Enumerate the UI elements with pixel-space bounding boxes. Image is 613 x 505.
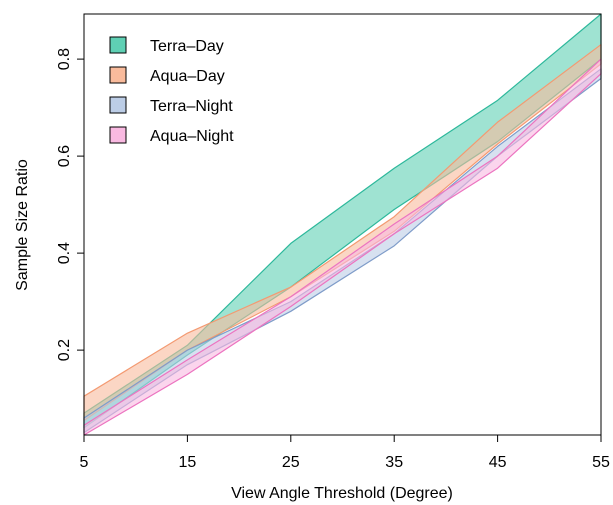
- legend-label: Aqua–Night: [150, 128, 234, 145]
- y-tick-label: 0.4: [56, 242, 73, 264]
- legend-swatch: [109, 96, 127, 114]
- x-tick-label: 5: [80, 454, 89, 471]
- y-axis-title: Sample Size Ratio: [14, 159, 31, 291]
- x-tick-label: 15: [179, 454, 197, 471]
- y-tick-label: 0.2: [56, 339, 73, 361]
- legend-swatch: [109, 36, 127, 54]
- y-tick-label: 0.8: [56, 48, 73, 70]
- legend-label: Aqua–Day: [150, 68, 225, 85]
- legend-swatch: [109, 126, 127, 144]
- x-axis-title: View Angle Threshold (Degree): [231, 485, 453, 502]
- legend-label: Terra–Night: [150, 98, 233, 115]
- legend-label: Terra–Day: [150, 38, 224, 55]
- plot-frame: [83, 13, 602, 436]
- x-tick-label: 45: [489, 454, 507, 471]
- x-tick-label: 35: [385, 454, 403, 471]
- x-tick-label: 25: [282, 454, 300, 471]
- y-tick-label: 0.6: [56, 145, 73, 167]
- legend-swatch: [109, 66, 127, 84]
- x-tick-label: 55: [592, 454, 610, 471]
